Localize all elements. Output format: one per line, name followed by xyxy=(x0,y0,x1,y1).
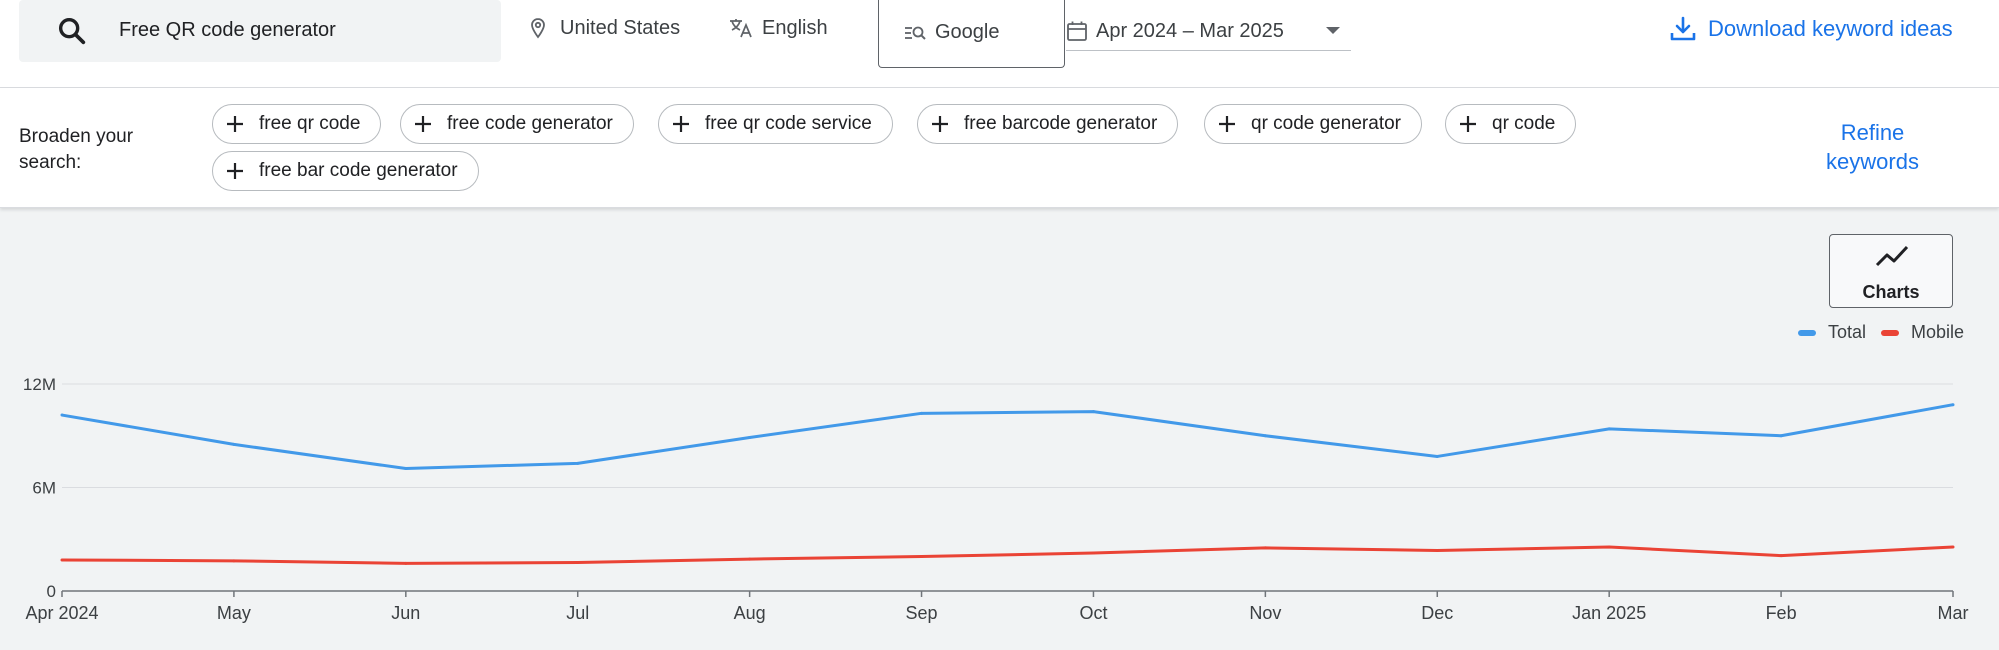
x-tick-label: Nov xyxy=(1249,603,1281,623)
plus-icon xyxy=(415,116,431,132)
y-tick-label: 6M xyxy=(32,479,56,498)
data-point-total xyxy=(60,413,64,417)
chip-label: qr code generator xyxy=(1251,113,1401,134)
plus-icon xyxy=(673,116,689,132)
data-point-total xyxy=(1607,427,1611,431)
chip-label: free qr code service xyxy=(705,113,872,134)
language-filter[interactable]: English xyxy=(728,16,828,40)
legend-label-total: Total xyxy=(1828,322,1867,342)
chip-free-qr-code-service[interactable]: free qr code service xyxy=(658,104,893,144)
mobile-swatch xyxy=(1881,329,1899,336)
data-point-total xyxy=(1435,454,1439,458)
download-label: Download keyword ideas xyxy=(1708,16,1953,41)
plus-icon xyxy=(932,116,948,132)
series-line-total xyxy=(61,403,1954,471)
plus-icon xyxy=(1460,116,1476,132)
x-tick-label: Sep xyxy=(906,603,938,623)
data-point-mobile xyxy=(1779,554,1783,558)
data-point-mobile xyxy=(576,561,580,565)
plus-icon xyxy=(1219,116,1235,132)
data-point-mobile xyxy=(232,559,236,563)
refine-keywords-button[interactable]: Refine keywords xyxy=(1826,120,1919,174)
y-tick-label: 0 xyxy=(47,582,56,601)
chip-qr-code-generator[interactable]: qr code generator xyxy=(1204,104,1422,144)
download-icon xyxy=(1670,16,1696,41)
x-tick-label: Feb xyxy=(1766,603,1797,623)
top-toolbar: Free QR code generator United States Eng… xyxy=(0,0,1999,88)
chip-free-bar-code-generator[interactable]: free bar code generator xyxy=(212,151,479,191)
data-point-mobile xyxy=(60,558,64,562)
calendar-icon xyxy=(1067,21,1087,41)
x-tick-label: Apr 2024 xyxy=(25,603,98,623)
chip-free-qr-code[interactable]: free qr code xyxy=(212,104,382,144)
location-pin-icon xyxy=(531,18,545,39)
plus-icon xyxy=(227,116,243,132)
chip-label: free barcode generator xyxy=(964,113,1158,134)
x-tick-label: Mar xyxy=(1938,603,1969,623)
dropdown-arrow-icon[interactable] xyxy=(1325,26,1341,36)
legend-item-mobile[interactable]: Mobile xyxy=(1881,322,1964,343)
data-point-total xyxy=(576,461,580,465)
location-filter[interactable]: United States xyxy=(526,16,680,40)
location-label: United States xyxy=(560,16,681,39)
chip-label: free bar code generator xyxy=(259,160,458,181)
data-point-mobile xyxy=(1435,548,1439,552)
data-point-mobile xyxy=(748,557,752,561)
plus-icon xyxy=(227,163,243,179)
data-point-total xyxy=(404,467,408,471)
data-point-mobile xyxy=(404,561,408,565)
chip-label: qr code xyxy=(1492,113,1556,134)
date-range-picker[interactable]: Apr 2024 – Mar 2025 xyxy=(1066,12,1351,51)
data-point-total xyxy=(1091,410,1095,414)
data-point-mobile xyxy=(1263,546,1267,550)
x-tick-label: Jun xyxy=(391,603,420,623)
trending-line-icon xyxy=(1875,245,1909,267)
chip-label: free qr code xyxy=(259,113,361,134)
broaden-search-bar: Broaden your search: free qr code free c… xyxy=(0,88,1999,208)
data-point-mobile xyxy=(1607,545,1611,549)
data-point-total xyxy=(1951,403,1955,407)
x-tick-label: Jan 2025 xyxy=(1572,603,1646,623)
data-point-total xyxy=(748,435,752,439)
translate-icon xyxy=(730,19,752,38)
date-range-label: Apr 2024 – Mar 2025 xyxy=(1096,19,1284,42)
total-swatch xyxy=(1798,329,1816,336)
broaden-label: Broaden your search: xyxy=(19,126,134,173)
chip-free-code-generator[interactable]: free code generator xyxy=(400,104,634,144)
chip-label: free code generator xyxy=(447,113,613,134)
series-line-mobile xyxy=(61,545,1954,565)
search-network-filter[interactable]: Google xyxy=(878,0,1065,68)
chip-qr-code[interactable]: qr code xyxy=(1445,104,1577,144)
x-tick-label: Aug xyxy=(734,603,766,623)
legend-item-total[interactable]: Total xyxy=(1798,322,1866,343)
search-query[interactable]: Free QR code generator xyxy=(119,19,336,41)
x-tick-label: Jul xyxy=(566,603,589,623)
x-tick-label: May xyxy=(217,603,251,623)
charts-button[interactable]: Charts xyxy=(1829,234,1953,308)
y-tick-label: 12M xyxy=(23,375,56,394)
search-box[interactable]: Free QR code generator xyxy=(19,0,501,62)
chip-free-barcode-generator[interactable]: free barcode generator xyxy=(917,104,1179,144)
network-label: Google xyxy=(935,21,1000,43)
data-point-mobile xyxy=(1951,545,1955,549)
data-point-mobile xyxy=(920,555,924,558)
language-label: English xyxy=(762,16,828,39)
legend-label-mobile: Mobile xyxy=(1911,322,1965,342)
search-icon xyxy=(58,17,86,45)
data-point-mobile xyxy=(1091,551,1095,555)
search-network-icon xyxy=(905,26,926,40)
data-point-total xyxy=(232,442,236,446)
charts-button-label: Charts xyxy=(1862,282,1920,302)
x-tick-label: Dec xyxy=(1421,603,1453,623)
download-keyword-ideas-button[interactable]: Download keyword ideas xyxy=(1668,14,1953,44)
data-point-total xyxy=(1263,434,1267,438)
x-tick-label: Oct xyxy=(1079,603,1107,623)
data-point-total xyxy=(1779,434,1783,438)
data-point-total xyxy=(920,411,924,415)
